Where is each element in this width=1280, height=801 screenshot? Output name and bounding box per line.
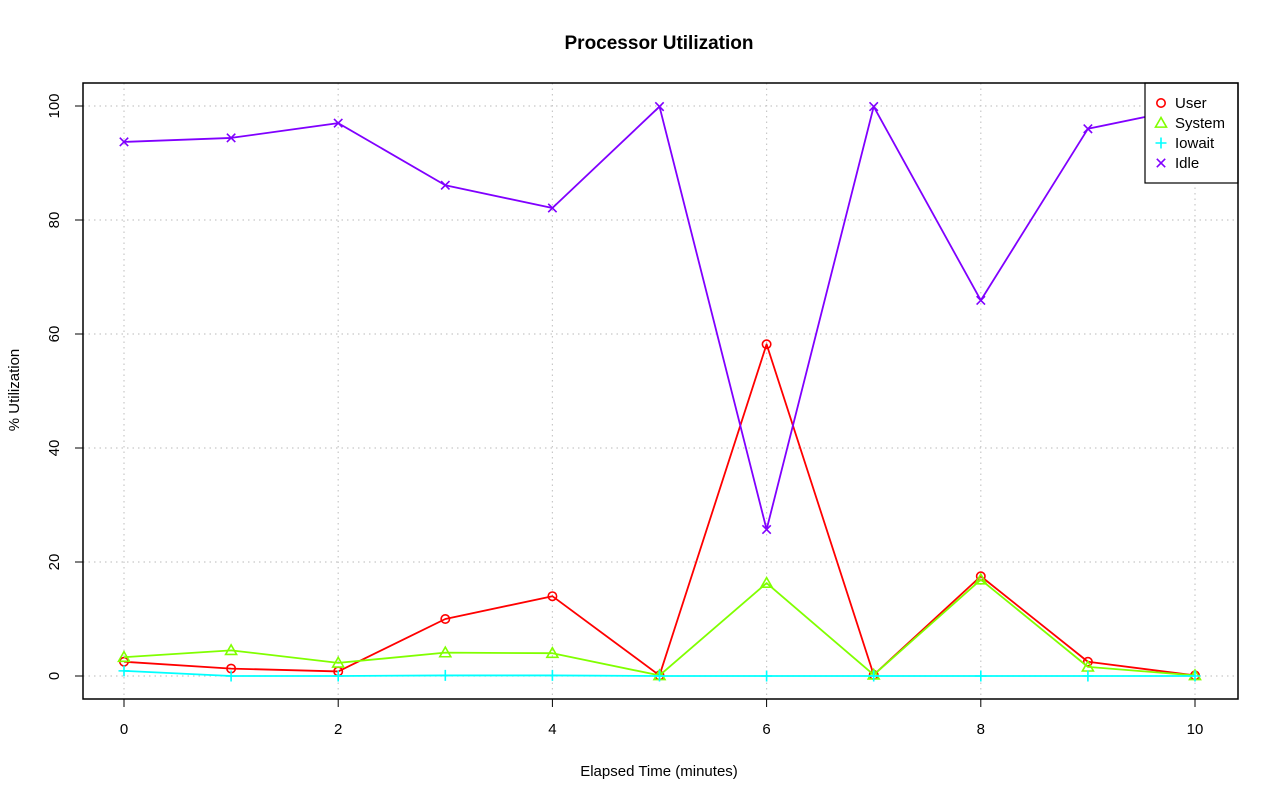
- data-point-system: [759, 575, 774, 589]
- legend-label-user: User: [1175, 95, 1207, 112]
- series-iowait: [118, 665, 1201, 682]
- x-tick-label: 4: [548, 721, 556, 738]
- data-point-iowait: [546, 669, 558, 681]
- data-point-idle: [547, 203, 558, 213]
- plot-frame: [82, 82, 1239, 700]
- series-group: [117, 101, 1202, 682]
- x-tick-label: 6: [762, 721, 770, 738]
- data-point-idle: [1083, 124, 1093, 134]
- y-tick-label: 0: [46, 672, 63, 680]
- data-point-iowait: [868, 670, 880, 682]
- data-point-user: [440, 613, 451, 624]
- legend-label-iowait: Iowait: [1175, 135, 1215, 152]
- data-point-idle: [226, 133, 236, 143]
- series-user: [119, 339, 1201, 681]
- data-point-iowait: [1082, 670, 1094, 682]
- data-point-iowait: [654, 670, 665, 682]
- legend: User System Iowait Idle: [1144, 82, 1239, 184]
- y-axis-label: % Utilization: [6, 349, 23, 432]
- legend-label-idle: Idle: [1175, 155, 1199, 172]
- legend-marker-system: [1154, 115, 1168, 128]
- data-point-user: [547, 591, 558, 602]
- x-tick-label: 10: [1187, 721, 1204, 738]
- data-point-system: [224, 643, 238, 656]
- chart-title: Processor Utilization: [565, 33, 754, 54]
- data-point-system: [438, 645, 453, 658]
- data-point-system: [973, 572, 988, 585]
- data-point-iowait: [118, 665, 130, 677]
- data-point-iowait: [439, 669, 451, 681]
- y-tick-label: 20: [46, 554, 63, 571]
- data-point-idle: [868, 101, 879, 112]
- x-tick-label: 8: [977, 721, 985, 738]
- series-line-idle: [123, 105, 1196, 531]
- data-point-system: [117, 650, 131, 663]
- legend-marker-idle: [1156, 158, 1166, 168]
- legend-marker-user: [1156, 98, 1167, 109]
- data-point-iowait: [225, 670, 237, 682]
- data-point-idle: [440, 180, 451, 190]
- x-tick-label: 0: [120, 721, 128, 738]
- grid: [83, 83, 1238, 699]
- legend-marker-iowait: [1155, 137, 1167, 149]
- data-point-iowait: [761, 670, 773, 682]
- series-system: [117, 572, 1202, 681]
- y-tick-label: 60: [46, 326, 63, 343]
- x-tick-label: 2: [334, 721, 342, 738]
- data-point-idle: [119, 137, 129, 147]
- data-point-iowait: [332, 670, 344, 682]
- legend-label-system: System: [1175, 115, 1225, 132]
- x-axis-label: Elapsed Time (minutes): [580, 763, 738, 780]
- y-tick-label: 100: [46, 93, 63, 118]
- y-tick-label: 40: [46, 440, 63, 457]
- data-point-system: [331, 655, 346, 668]
- data-point-idle: [976, 295, 986, 306]
- y-tick-label: 80: [46, 212, 63, 229]
- data-point-idle: [333, 118, 343, 128]
- series-line-system: [123, 578, 1196, 677]
- series-idle: [119, 101, 1200, 535]
- data-point-system: [545, 646, 560, 659]
- data-point-user: [761, 339, 772, 350]
- legend-box: [1144, 82, 1239, 184]
- data-point-idle: [654, 101, 665, 112]
- data-point-iowait: [1189, 670, 1201, 682]
- data-point-iowait: [975, 670, 987, 682]
- series-line-user: [123, 343, 1196, 677]
- data-point-idle: [761, 524, 772, 535]
